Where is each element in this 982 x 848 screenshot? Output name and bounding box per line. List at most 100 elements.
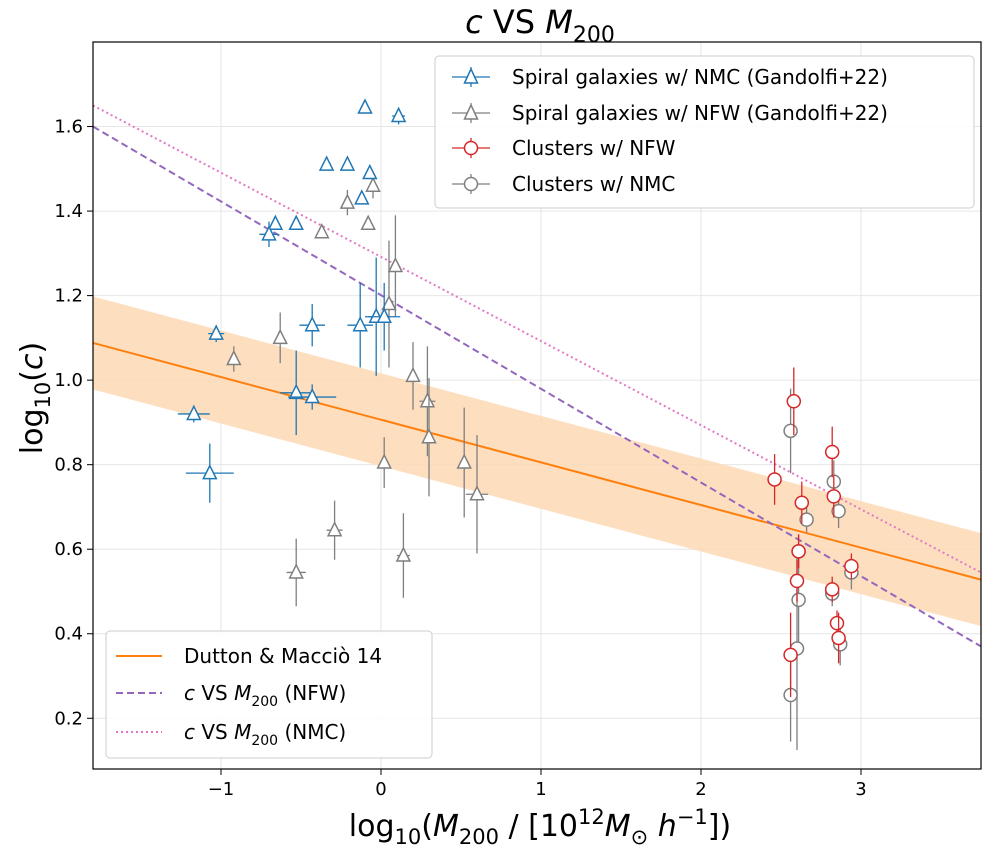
marker-triangle xyxy=(354,189,370,205)
point-spiral_nmc xyxy=(339,155,356,171)
marker-circle xyxy=(783,423,798,439)
point-clusters_nfw xyxy=(783,612,798,698)
marker-circle xyxy=(794,495,810,510)
marker-triangle xyxy=(387,256,404,273)
series-clusters_nfw xyxy=(767,367,859,698)
legend-top-right: Spiral galaxies w/ NMC (Gandolfi+22) Spi… xyxy=(434,55,975,209)
legend-bottom-left: Dutton & Macciò 14 c VS M200 (NFW) c VS … xyxy=(105,630,433,759)
marker-circle xyxy=(786,394,802,409)
point-clusters_nfw xyxy=(794,481,810,524)
marker-triangle xyxy=(208,324,224,340)
point-spiral_nmc xyxy=(288,214,304,230)
legend-frame xyxy=(434,55,975,209)
point-spiral_nfw xyxy=(405,342,421,410)
marker-circle xyxy=(791,544,806,559)
legend-label: Clusters w/ NMC xyxy=(512,172,675,196)
plot-frame xyxy=(92,41,982,770)
point-spiral_nmc xyxy=(280,350,313,436)
y-tick-label: 0.4 xyxy=(54,624,83,645)
point-clusters_nfw xyxy=(826,475,842,518)
y-tick-label: 1.4 xyxy=(54,201,83,222)
x-tick-label: 2 xyxy=(695,779,706,800)
legend-entry-clusters-nfw: Clusters w/ NFW xyxy=(452,136,676,160)
point-clusters_nfw xyxy=(786,367,802,436)
marker-triangle xyxy=(376,453,392,469)
marker-triangle xyxy=(272,328,288,345)
marker-triangle xyxy=(357,98,373,114)
marker-triangle xyxy=(339,193,356,209)
point-spiral_nfw xyxy=(381,240,397,368)
series-spiral_nmc xyxy=(177,98,407,503)
marker-triangle xyxy=(362,163,378,180)
point-clusters_nfw xyxy=(844,553,859,579)
point-spiral_nfw xyxy=(395,513,412,598)
point-spiral_nfw xyxy=(286,538,306,607)
marker-triangle xyxy=(288,563,304,579)
point-spiral_nmc xyxy=(299,304,325,347)
marker-triangle xyxy=(288,214,304,230)
marker-circle xyxy=(791,592,806,608)
legend-label: Dutton & Macciò 14 xyxy=(184,644,382,668)
data-points xyxy=(177,98,859,750)
line-dutton xyxy=(92,341,982,581)
marker-circle xyxy=(831,630,846,646)
point-clusters_nfw xyxy=(767,454,782,505)
x-tick-label: 0 xyxy=(375,779,386,800)
point-spiral_nfw xyxy=(339,189,356,216)
marker-triangle xyxy=(339,155,356,171)
point-spiral_nmc xyxy=(185,443,234,503)
legend-label: Spiral galaxies w/ NMC (Gandolfi+22) xyxy=(512,65,888,89)
point-spiral_nfw xyxy=(314,223,330,239)
marker-triangle xyxy=(419,392,436,408)
point-clusters_nfw xyxy=(824,576,840,603)
marker-triangle xyxy=(395,546,412,562)
series-spiral_nfw xyxy=(226,173,489,607)
point-spiral_nfw xyxy=(360,214,376,230)
y-tick-label: 1.6 xyxy=(54,117,83,138)
legend-label: Clusters w/ NFW xyxy=(512,136,676,160)
marker-triangle xyxy=(226,349,242,366)
point-spiral_nmc xyxy=(390,106,407,125)
x-axis: −1 0 1 2 3 xyxy=(208,769,867,800)
marker-triangle xyxy=(365,176,381,192)
point-spiral_nmc xyxy=(318,155,335,171)
marker-circle xyxy=(844,558,859,574)
marker-circle xyxy=(767,472,782,487)
marker-triangle xyxy=(405,366,421,383)
point-spiral_nmc xyxy=(357,98,373,114)
marker-triangle xyxy=(469,485,485,501)
point-spiral_nfw xyxy=(272,312,288,364)
x-axis-title: log10(M200 / [1012M⊙ h−1]) xyxy=(349,805,731,848)
marker-triangle xyxy=(267,214,284,230)
point-spiral_nfw xyxy=(387,215,404,317)
point-spiral_nfw xyxy=(465,435,489,554)
marker-triangle xyxy=(352,316,368,332)
point-spiral_nmc xyxy=(259,221,279,247)
marker-triangle xyxy=(390,106,407,123)
point-spiral_nfw xyxy=(226,346,242,372)
y-axis-title: log10(c) xyxy=(15,342,55,454)
point-spiral_nfw xyxy=(326,500,343,560)
marker-circle xyxy=(789,573,805,589)
marker-triangle xyxy=(202,463,218,480)
x-tick-label: 3 xyxy=(855,779,866,800)
point-clusters_nfw xyxy=(789,559,805,603)
point-spiral_nmc xyxy=(354,189,370,205)
point-clusters_nfw xyxy=(824,426,840,478)
marker-triangle xyxy=(261,225,277,241)
legend-label: Spiral galaxies w/ NFW (Gandolfi+22) xyxy=(512,101,888,125)
point-clusters_nfw xyxy=(831,612,846,664)
y-tick-label: 1.0 xyxy=(54,370,83,391)
point-spiral_nmc xyxy=(368,282,401,351)
chart-title: c VS M200 xyxy=(465,3,615,48)
marker-triangle xyxy=(318,155,335,171)
y-tick-label: 0.8 xyxy=(54,455,83,476)
x-tick-label: 1 xyxy=(535,779,546,800)
legend-entry-spiral-nmc: Spiral galaxies w/ NMC (Gandolfi+22) xyxy=(452,65,888,89)
legend-entry-clusters-nmc: Clusters w/ NMC xyxy=(452,172,675,196)
x-tick-label: −1 xyxy=(208,779,235,800)
marker-triangle xyxy=(326,521,343,537)
marker-triangle xyxy=(421,428,437,444)
legend-entry-spiral-nfw: Spiral galaxies w/ NFW (Gandolfi+22) xyxy=(452,101,888,125)
